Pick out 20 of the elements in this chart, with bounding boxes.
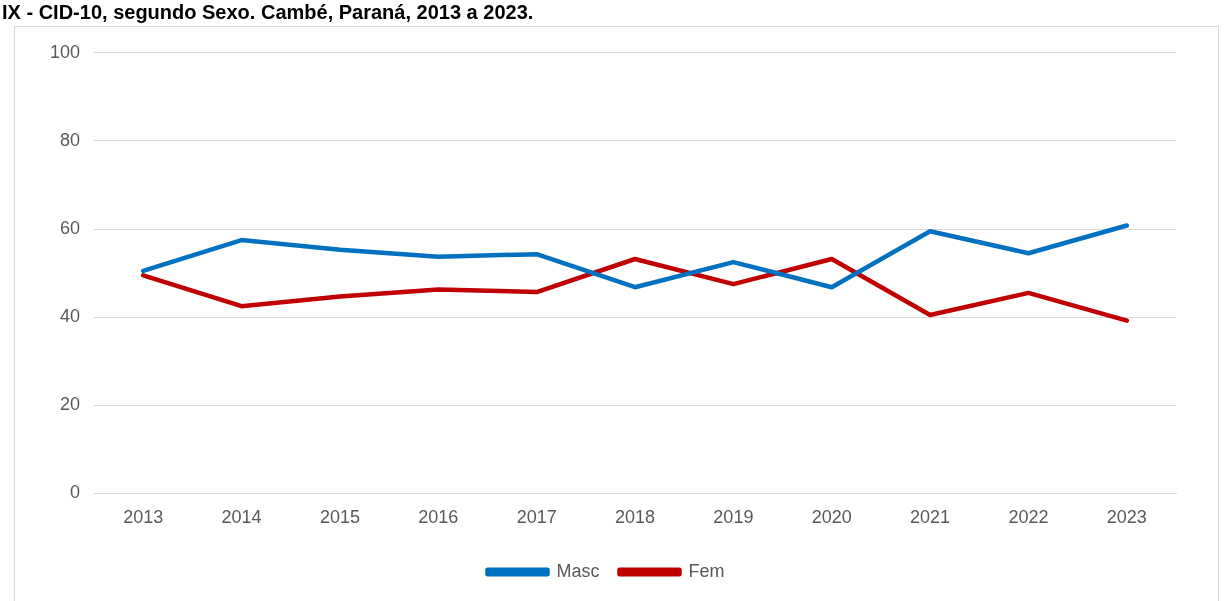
x-tick-label: 2014 [221, 507, 262, 528]
y-tick-label: 80 [60, 129, 81, 150]
x-tick-label: 2020 [811, 507, 852, 528]
y-tick-label: 20 [60, 394, 81, 415]
x-tick-label: 2013 [123, 507, 164, 528]
legend-label: Fem [688, 560, 725, 581]
y-tick-label: 60 [60, 218, 81, 239]
x-tick-label: 2022 [1008, 507, 1049, 528]
y-tick-label: 0 [70, 482, 81, 503]
x-tick-label: 2023 [1106, 507, 1147, 528]
x-tick-label: 2019 [713, 507, 754, 528]
y-tick-label: 100 [49, 41, 81, 62]
x-tick-label: 2018 [614, 507, 656, 528]
chart-title: IX - CID-10, segundo Sexo. Cambé, Paraná, 2013 a 2023. [2, 0, 534, 24]
y-tick-label: 40 [60, 306, 81, 327]
x-tick-label: 2017 [516, 507, 557, 528]
x-tick-label: 2021 [910, 507, 951, 528]
x-tick-label: 2016 [418, 507, 459, 528]
legend-label: Masc [556, 560, 600, 581]
x-tick-label: 2015 [319, 507, 360, 528]
